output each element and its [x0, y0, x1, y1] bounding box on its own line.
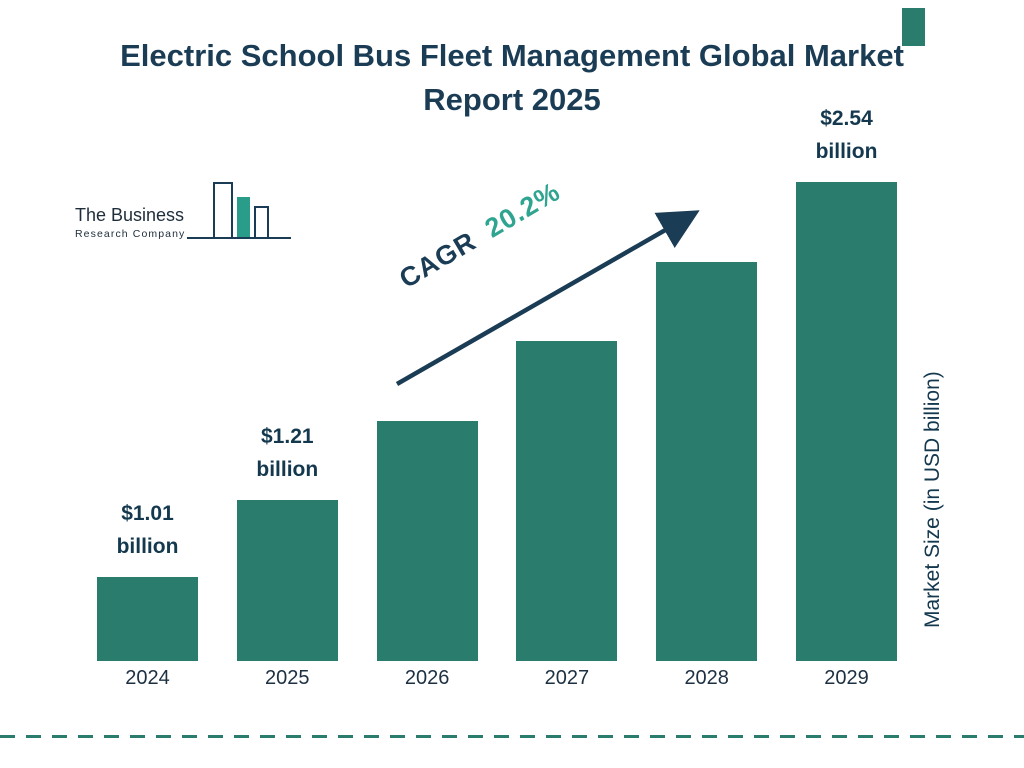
bar-column-2029: $2.54 billion: [796, 102, 897, 661]
logo-company-name-line2: Research Company: [75, 228, 186, 240]
logo-text: The Business Research Company: [75, 205, 186, 246]
value-label-line: billion: [256, 458, 319, 482]
bar-column-2027: [516, 341, 618, 661]
bar-2024: [97, 577, 198, 661]
value-label-line: billion: [815, 140, 878, 164]
cagr-label: CAGR20.2%: [394, 176, 566, 295]
corner-accent-block: [902, 8, 925, 46]
x-tick-2029: 2029: [824, 667, 869, 689]
company-logo: The Business Research Company: [75, 180, 295, 246]
bar-2025: [236, 500, 338, 661]
value-label-line: billion: [116, 535, 179, 559]
x-tick-2025: 2025: [265, 667, 310, 689]
logo-bar-chart-icon: [187, 182, 292, 239]
y-axis-label: Market Size (in USD billion): [921, 371, 944, 629]
value-label-line: $2.54: [820, 106, 873, 130]
bar-column-2025: $1.21 billion: [236, 420, 338, 661]
bar-column-2028: [656, 262, 758, 661]
cagr-prefix: CAGR: [394, 225, 482, 294]
bar-2027: [516, 341, 618, 661]
x-tick-2026: 2026: [404, 667, 450, 689]
bottom-dashed-divider: [0, 735, 1024, 738]
value-label-2024: $1.01 billion: [117, 497, 179, 564]
x-tick-2027: 2027: [544, 667, 590, 689]
cagr-value: 20.2%: [479, 176, 566, 244]
bar-2028: [656, 262, 758, 661]
x-tick-2024: 2024: [125, 667, 170, 689]
value-label-2025: $1.21 billion: [256, 420, 318, 487]
logo-company-name-line1: The Business: [75, 205, 185, 226]
page-title: Electric School Bus Fleet Management Glo…: [120, 38, 904, 118]
bar-column-2024: $1.01 billion: [97, 497, 198, 661]
bar-2026: [376, 421, 478, 661]
value-label-line: $1.01: [121, 501, 174, 525]
value-label-2029: $2.54 billion: [816, 102, 878, 169]
bar-column-2026: [376, 421, 478, 661]
x-tick-2028: 2028: [684, 667, 729, 689]
value-label-line: $1.21: [261, 424, 314, 448]
bar-2029: [796, 182, 897, 661]
